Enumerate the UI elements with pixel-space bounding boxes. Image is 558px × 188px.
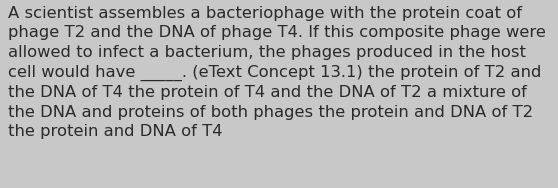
Text: A scientist assembles a bacteriophage with the protein coat of
phage T2 and the : A scientist assembles a bacteriophage wi… (8, 6, 546, 139)
